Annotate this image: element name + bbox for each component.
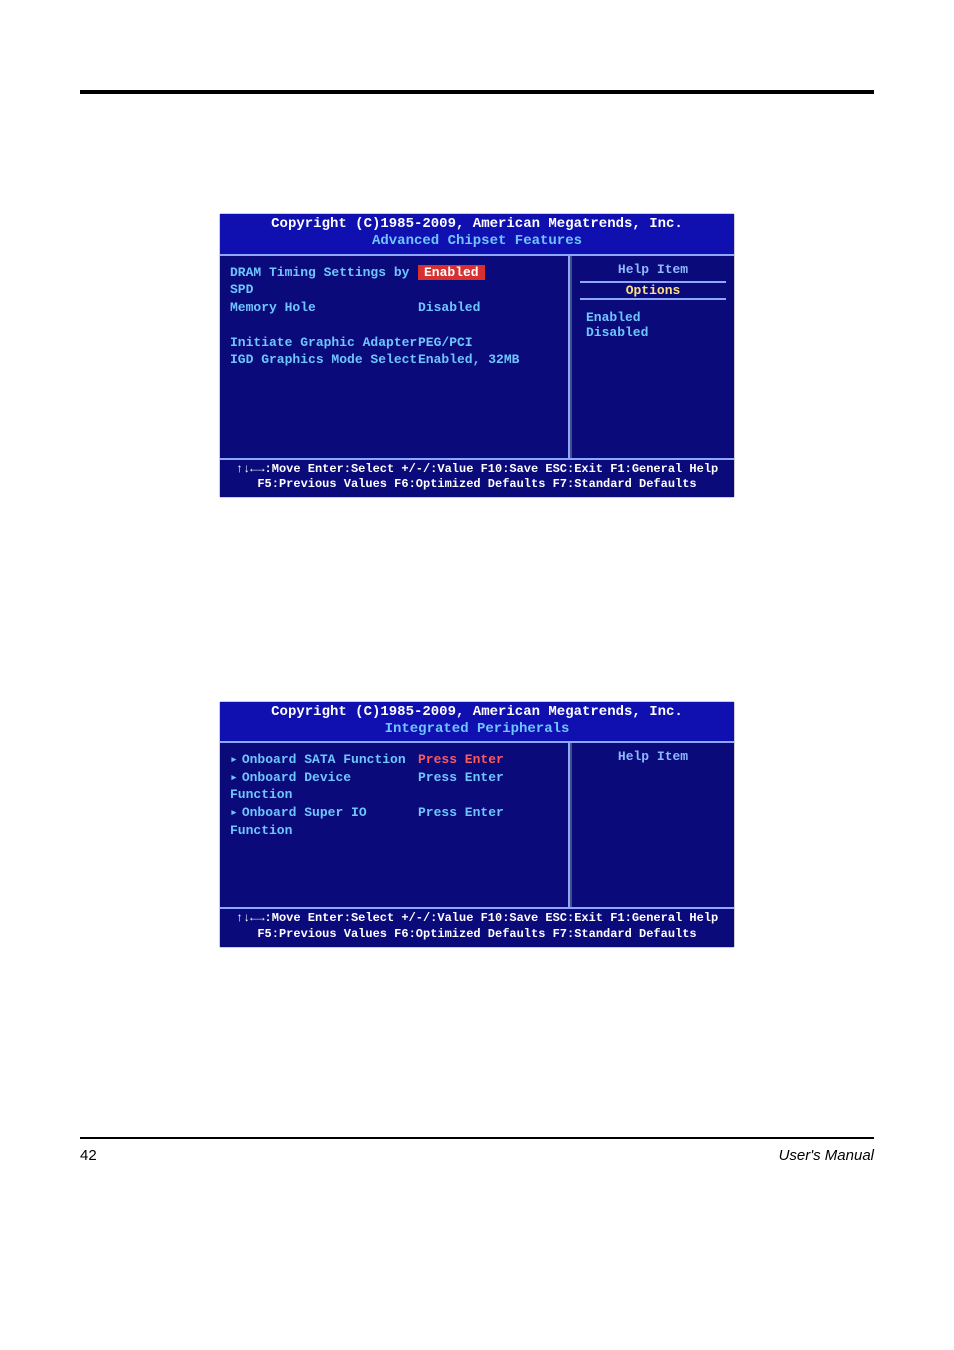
options-list: Enabled Disabled — [580, 306, 726, 344]
bios-panel-integrated-peripherals: Copyright (C)1985-2009, American Megatre… — [220, 702, 734, 947]
footer-line-1: ↑↓←→:Move Enter:Select +/-/:Value F10:Sa… — [220, 462, 734, 478]
option-item[interactable]: Enabled — [586, 310, 720, 325]
setting-row — [230, 316, 558, 334]
bios-footer: ↑↓←→:Move Enter:Select +/-/:Value F10:Sa… — [220, 458, 734, 497]
submenu-label: ▸Onboard Super IO Function — [230, 804, 418, 839]
bios-footer: ↑↓←→:Move Enter:Select +/-/:Value F10:Sa… — [220, 907, 734, 946]
submenu-label: ▸Onboard Device Function — [230, 769, 418, 804]
submenu-value: Press Enter — [418, 769, 558, 804]
bios-header: Copyright (C)1985-2009, American Megatre… — [220, 214, 734, 256]
submenu-label: ▸Onboard SATA Function — [230, 751, 418, 769]
help-pane: Help Item Options Enabled Disabled — [570, 256, 734, 458]
help-item-header: Help Item — [580, 262, 726, 277]
setting-label: Memory Hole — [230, 299, 418, 317]
setting-value: PEG/PCI — [418, 334, 558, 352]
footer-line-2: F5:Previous Values F6:Optimized Defaults… — [220, 927, 734, 943]
setting-value: Disabled — [418, 299, 558, 317]
setting-row[interactable]: Initiate Graphic Adapter PEG/PCI — [230, 334, 558, 352]
bios-header: Copyright (C)1985-2009, American Megatre… — [220, 702, 734, 744]
settings-list: ▸Onboard SATA Function Press Enter ▸Onbo… — [220, 743, 570, 907]
footer-line-2: F5:Previous Values F6:Optimized Defaults… — [220, 477, 734, 493]
page-footer: 42 User's Manual — [80, 1137, 874, 1164]
triangle-icon: ▸ — [230, 752, 238, 767]
bios-body: DRAM Timing Settings by SPD Enabled Memo… — [220, 256, 734, 458]
submenu-value: Press Enter — [418, 804, 558, 839]
help-item-header: Help Item — [580, 749, 726, 764]
options-box: Options — [580, 281, 726, 300]
option-item[interactable]: Disabled — [586, 325, 720, 340]
screen-title: Integrated Peripherals — [220, 721, 734, 738]
setting-row[interactable]: Memory Hole Disabled — [230, 299, 558, 317]
top-rule — [80, 90, 874, 94]
setting-label: IGD Graphics Mode Select — [230, 351, 418, 369]
copyright-text: Copyright (C)1985-2009, American Megatre… — [220, 216, 734, 233]
bios-body: ▸Onboard SATA Function Press Enter ▸Onbo… — [220, 743, 734, 907]
submenu-row[interactable]: ▸Onboard Device Function Press Enter — [230, 769, 558, 804]
setting-value: Enabled — [418, 264, 558, 299]
setting-row[interactable]: DRAM Timing Settings by SPD Enabled — [230, 264, 558, 299]
triangle-icon: ▸ — [230, 770, 238, 785]
submenu-row[interactable]: ▸Onboard Super IO Function Press Enter — [230, 804, 558, 839]
submenu-value: Press Enter — [418, 751, 558, 769]
screen-title: Advanced Chipset Features — [220, 233, 734, 250]
help-pane: Help Item — [570, 743, 734, 907]
setting-label: DRAM Timing Settings by SPD — [230, 264, 418, 299]
bios-panel-advanced-chipset: Copyright (C)1985-2009, American Megatre… — [220, 214, 734, 497]
footer-line-1: ↑↓←→:Move Enter:Select +/-/:Value F10:Sa… — [220, 911, 734, 927]
setting-value: Enabled, 32MB — [418, 351, 558, 369]
setting-row[interactable]: IGD Graphics Mode Select Enabled, 32MB — [230, 351, 558, 369]
copyright-text: Copyright (C)1985-2009, American Megatre… — [220, 704, 734, 721]
setting-label: Initiate Graphic Adapter — [230, 334, 418, 352]
footer-title: User's Manual — [779, 1147, 874, 1164]
page-number: 42 — [80, 1147, 97, 1164]
options-title: Options — [580, 281, 726, 300]
submenu-row[interactable]: ▸Onboard SATA Function Press Enter — [230, 751, 558, 769]
triangle-icon: ▸ — [230, 805, 238, 820]
document-page: Copyright (C)1985-2009, American Megatre… — [0, 90, 954, 1164]
settings-list: DRAM Timing Settings by SPD Enabled Memo… — [220, 256, 570, 458]
